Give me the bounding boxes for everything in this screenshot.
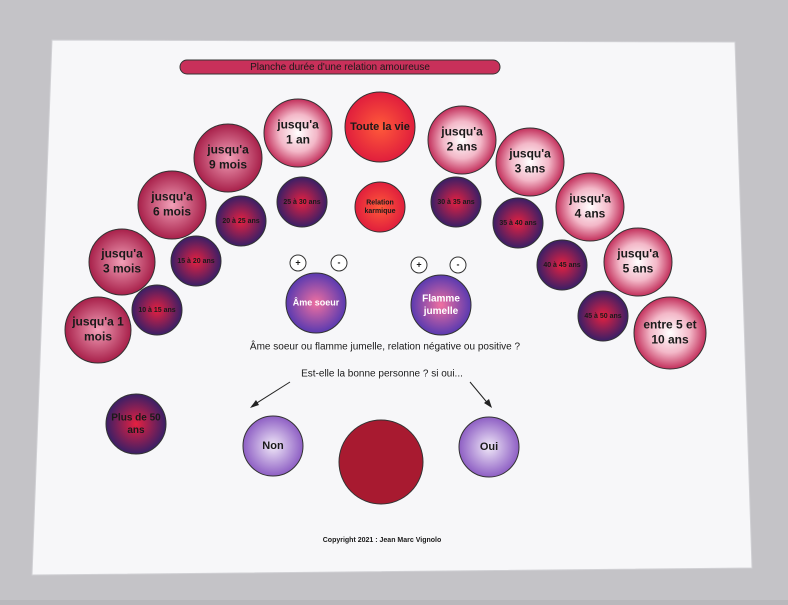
- option-circle: [603, 227, 673, 297]
- option-label: +: [295, 257, 300, 267]
- option-circle: [289, 254, 307, 272]
- option-circle: [495, 127, 565, 197]
- option-label: jusqu'a: [206, 143, 249, 157]
- option-circle: [577, 290, 629, 342]
- option-label: 10 à 15 ans: [138, 307, 175, 314]
- option-label: 3 ans: [515, 162, 546, 176]
- option-circle: [354, 181, 406, 233]
- option-label: jusqu'a: [440, 125, 483, 139]
- option-label: 40 à 45 ans: [543, 262, 580, 269]
- option-label: jusqu'a 1: [71, 315, 124, 329]
- option-circle: [215, 195, 267, 247]
- option-label: 5 ans: [623, 262, 654, 276]
- option-label: karmique: [364, 208, 395, 215]
- option-circle: [285, 272, 347, 334]
- option-circle: [458, 416, 520, 478]
- option-circle: [536, 239, 588, 291]
- option-label: Relation: [366, 199, 394, 206]
- option-circle: [344, 91, 416, 163]
- option-circle: [170, 235, 222, 287]
- option-label: Plus de 50: [111, 412, 161, 423]
- option-label: jusqu'a: [150, 190, 193, 204]
- option-label: Oui: [480, 441, 498, 453]
- option-label: jusqu'a: [508, 147, 551, 161]
- option-label: ans: [127, 425, 145, 436]
- option-label: 25 à 30 ans: [283, 199, 320, 206]
- option-label: mois: [84, 330, 112, 344]
- option-label: Flamme: [422, 293, 460, 304]
- option-circle: [330, 254, 348, 272]
- option-circle: [137, 170, 207, 240]
- option-circle: [242, 415, 304, 477]
- option-label: 35 à 40 ans: [499, 220, 536, 227]
- option-circle: [633, 296, 707, 370]
- option-label: jusqu'a: [100, 247, 143, 261]
- option-label: 1 an: [286, 133, 310, 147]
- option-label: jumelle: [423, 306, 459, 317]
- option-label: 15 à 20 ans: [177, 258, 214, 265]
- option-label: jusqu'a: [616, 247, 659, 261]
- option-label: Toute la vie: [350, 121, 410, 133]
- option-circle: [410, 274, 472, 336]
- option-label: 3 mois: [103, 262, 141, 276]
- option-label: Âme soeur: [293, 296, 340, 307]
- option-label: +: [416, 259, 421, 269]
- option-label: 6 mois: [153, 205, 191, 219]
- option-label: 9 mois: [209, 158, 247, 172]
- option-label: -: [457, 259, 460, 269]
- option-circle: [64, 296, 132, 364]
- option-circle: [131, 284, 183, 336]
- option-label: jusqu'a: [276, 118, 319, 132]
- option-label: 30 à 35 ans: [437, 199, 474, 206]
- option-label: 45 à 50 ans: [584, 313, 621, 320]
- question: Âme soeur ou flamme jumelle, relation né…: [250, 340, 521, 353]
- option-circle: [193, 123, 263, 193]
- arrow-head: [484, 399, 492, 408]
- title: Planche durée d'une relation amoureuse: [250, 62, 430, 73]
- option-label: 2 ans: [447, 140, 478, 154]
- option-circle: [492, 197, 544, 249]
- option-circle: [410, 256, 428, 274]
- option-circle: [263, 98, 333, 168]
- option-label: -: [338, 257, 341, 267]
- option-circle: [105, 393, 167, 455]
- subquestion: Est-elle la bonne personne ? si oui...: [301, 369, 463, 380]
- option-label: 4 ans: [575, 207, 606, 221]
- option-circle: [449, 256, 467, 274]
- option-circle: [430, 176, 482, 228]
- option-label: Non: [262, 440, 284, 452]
- option-label: jusqu'a: [568, 192, 611, 206]
- copyright: Copyright 2021 : Jean Marc Vignolo: [323, 537, 442, 544]
- title-bar: [179, 59, 501, 75]
- option-circle: [88, 228, 156, 296]
- option-circle: [427, 105, 497, 175]
- option-label: 10 ans: [651, 333, 689, 347]
- arrow-head: [250, 400, 259, 408]
- center-circle: [338, 419, 424, 505]
- option-circle: [276, 176, 328, 228]
- option-circle: [555, 172, 625, 242]
- option-label: entre 5 et: [643, 318, 696, 332]
- option-label: 20 à 25 ans: [222, 218, 259, 225]
- arrow: [251, 381, 291, 407]
